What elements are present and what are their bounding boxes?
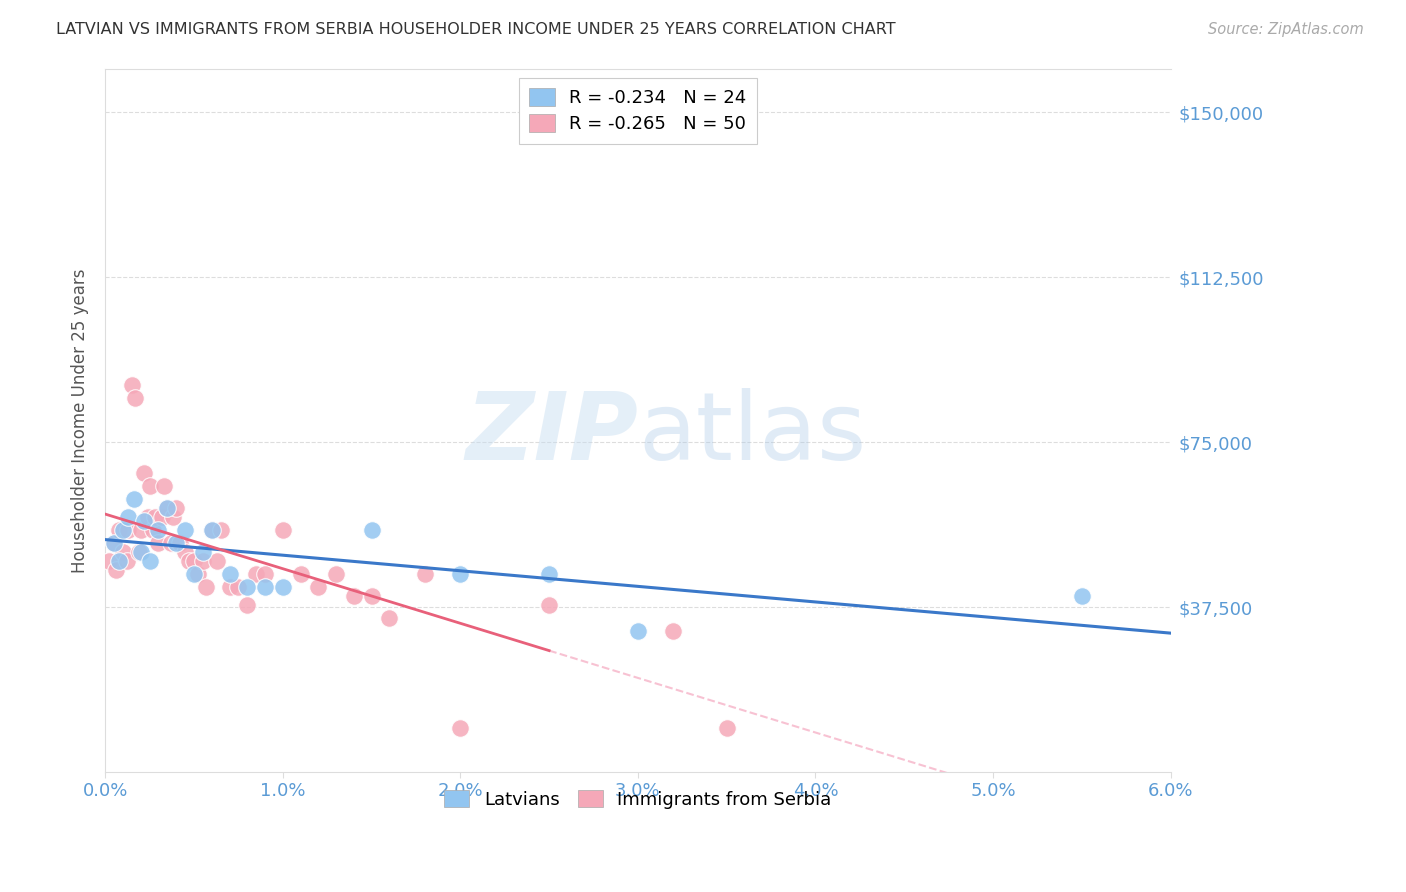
Point <box>138 479 160 493</box>
Point <box>148 523 170 537</box>
Point <box>97 554 120 568</box>
Point <box>103 536 125 550</box>
Text: LATVIAN VS IMMIGRANTS FROM SERBIA HOUSEHOLDER INCOME UNDER 25 YEARS CORRELATION : LATVIAN VS IMMIGRANTS FROM SERBIA HOUSEH… <box>56 22 896 37</box>
Point <box>538 567 561 582</box>
Point <box>413 567 436 582</box>
Point <box>129 523 152 537</box>
Point <box>121 378 143 392</box>
Point <box>205 554 228 568</box>
Point <box>143 510 166 524</box>
Point <box>325 567 347 582</box>
Legend: Latvians, Immigrants from Serbia: Latvians, Immigrants from Serbia <box>437 782 839 816</box>
Point <box>134 466 156 480</box>
Point <box>160 536 183 550</box>
Point <box>165 501 187 516</box>
Point <box>538 598 561 612</box>
Point <box>174 545 197 559</box>
Point <box>156 501 179 516</box>
Text: ZIP: ZIP <box>465 388 638 481</box>
Point <box>360 523 382 537</box>
Point <box>271 523 294 537</box>
Point <box>111 545 134 559</box>
Point <box>148 536 170 550</box>
Point <box>307 581 329 595</box>
Point <box>115 554 138 568</box>
Point <box>191 545 214 559</box>
Point <box>201 523 224 537</box>
Point <box>108 554 131 568</box>
Point <box>1070 589 1092 603</box>
Point <box>290 567 312 582</box>
Point <box>218 581 240 595</box>
Text: Source: ZipAtlas.com: Source: ZipAtlas.com <box>1208 22 1364 37</box>
Point <box>169 536 191 550</box>
Point <box>218 567 240 582</box>
Point <box>360 589 382 603</box>
Point <box>449 721 471 735</box>
Point <box>124 392 146 406</box>
Point <box>228 581 250 595</box>
Point <box>716 721 738 735</box>
Point <box>108 523 131 537</box>
Point <box>117 523 139 537</box>
Point <box>253 581 276 595</box>
Point <box>253 567 276 582</box>
Point <box>209 523 232 537</box>
Point <box>449 567 471 582</box>
Point <box>245 567 267 582</box>
Point <box>236 598 259 612</box>
Point <box>201 523 224 537</box>
Point <box>129 545 152 559</box>
Point <box>183 567 205 582</box>
Point <box>156 501 179 516</box>
Point <box>103 536 125 550</box>
Point <box>183 554 205 568</box>
Point <box>134 515 156 529</box>
Point <box>236 581 259 595</box>
Text: atlas: atlas <box>638 388 866 481</box>
Point <box>195 581 218 595</box>
Point <box>271 581 294 595</box>
Point <box>122 492 145 507</box>
Point <box>627 624 650 639</box>
Point <box>165 536 187 550</box>
Point <box>187 567 209 582</box>
Point <box>174 523 197 537</box>
Point <box>138 554 160 568</box>
Point <box>191 554 214 568</box>
Point <box>153 479 176 493</box>
Point <box>662 624 685 639</box>
Point <box>128 545 150 559</box>
Y-axis label: Householder Income Under 25 years: Householder Income Under 25 years <box>72 268 89 573</box>
Point <box>378 611 401 625</box>
Point <box>177 554 200 568</box>
Point <box>142 523 165 537</box>
Point <box>136 510 159 524</box>
Point <box>117 510 139 524</box>
Point <box>111 523 134 537</box>
Point <box>104 563 127 577</box>
Point <box>150 510 173 524</box>
Point <box>162 510 184 524</box>
Point <box>343 589 366 603</box>
